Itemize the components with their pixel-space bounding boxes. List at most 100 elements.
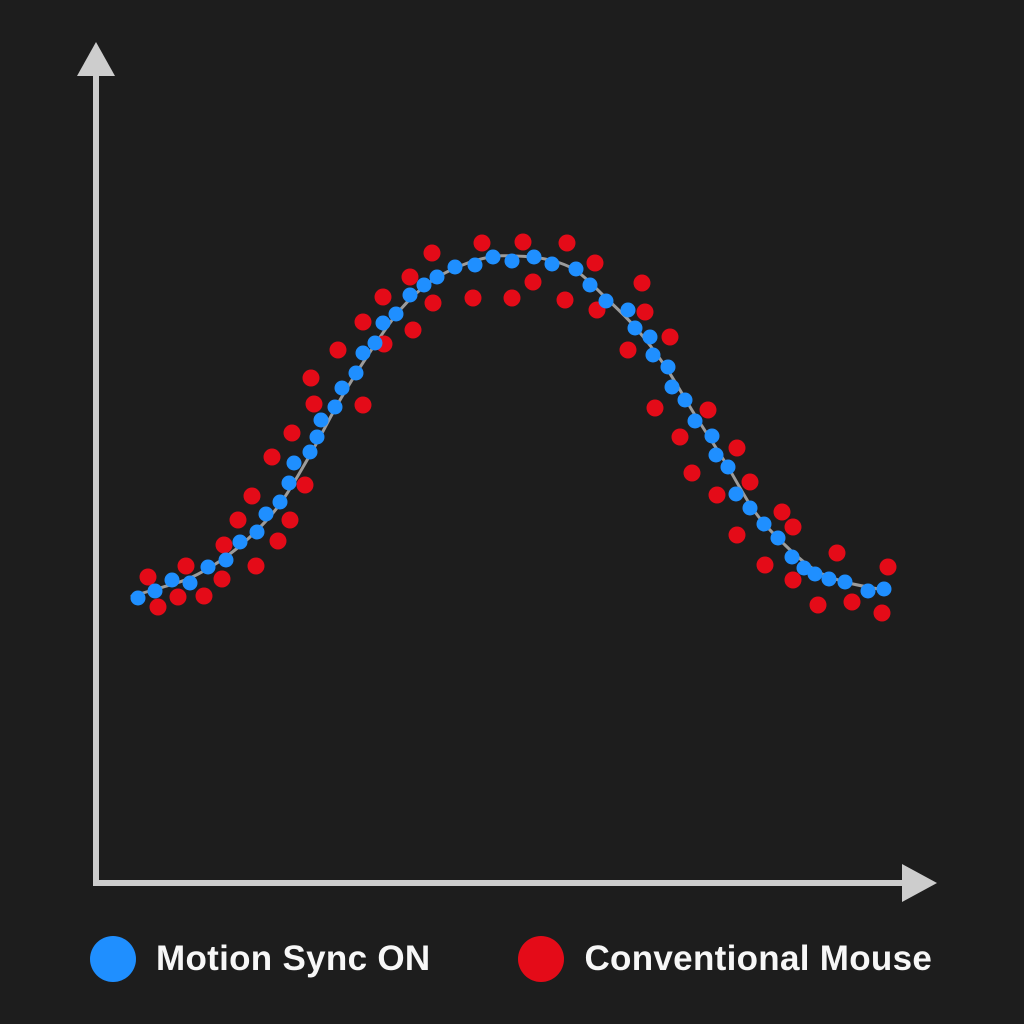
scatter-point-conventional-mouse — [524, 273, 542, 291]
scatter-point-motion-sync — [504, 253, 520, 269]
scatter-point-conventional-mouse — [269, 532, 287, 550]
scatter-point-motion-sync — [367, 335, 383, 351]
scatter-point-motion-sync — [582, 277, 598, 293]
scatter-point-conventional-mouse — [728, 439, 746, 457]
scatter-point-conventional-mouse — [879, 558, 897, 576]
scatter-point-conventional-mouse — [556, 291, 574, 309]
scatter-point-conventional-mouse — [636, 303, 654, 321]
scatter-point-motion-sync — [821, 571, 837, 587]
scatter-point-motion-sync — [770, 530, 786, 546]
scatter-point-conventional-mouse — [728, 526, 746, 544]
scatter-point-motion-sync — [327, 399, 343, 415]
scatter-point-motion-sync — [355, 345, 371, 361]
scatter-point-motion-sync — [130, 590, 146, 606]
scatter-point-motion-sync — [286, 455, 302, 471]
scatter-point-motion-sync — [429, 269, 445, 285]
scatter-point-conventional-mouse — [149, 598, 167, 616]
scatter-point-conventional-mouse — [263, 448, 281, 466]
scatter-point-conventional-mouse — [558, 234, 576, 252]
scatter-point-conventional-mouse — [424, 294, 442, 312]
scatter-point-conventional-mouse — [784, 571, 802, 589]
x-axis-arrowhead — [902, 864, 937, 902]
legend-item-motion-sync: Motion Sync ON — [90, 936, 430, 982]
scatter-point-motion-sync — [720, 459, 736, 475]
scatter-point-conventional-mouse — [215, 536, 233, 554]
scatter-point-motion-sync — [620, 302, 636, 318]
scatter-point-motion-sync — [708, 447, 724, 463]
scatter-point-motion-sync — [742, 500, 758, 516]
scatter-point-motion-sync — [467, 257, 483, 273]
scatter-point-motion-sync — [272, 494, 288, 510]
scatter-point-conventional-mouse — [619, 341, 637, 359]
scatter-point-conventional-mouse — [305, 395, 323, 413]
scatter-point-motion-sync — [728, 486, 744, 502]
scatter-point-motion-sync — [258, 506, 274, 522]
scatter-point-conventional-mouse — [699, 401, 717, 419]
scatter-point-conventional-mouse — [374, 288, 392, 306]
scatter-point-motion-sync — [568, 261, 584, 277]
scatter-point-conventional-mouse — [281, 511, 299, 529]
scatter-point-motion-sync — [807, 566, 823, 582]
scatter-point-conventional-mouse — [843, 593, 861, 611]
scatter-point-conventional-mouse — [586, 254, 604, 272]
scatter-point-motion-sync — [402, 287, 418, 303]
legend-marker-red — [518, 936, 565, 982]
scatter-point-conventional-mouse — [404, 321, 422, 339]
scatter-point-conventional-mouse — [741, 473, 759, 491]
legend: Motion Sync ON Conventional Mouse — [90, 936, 932, 982]
scatter-point-conventional-mouse — [773, 503, 791, 521]
scatter-point-conventional-mouse — [423, 244, 441, 262]
scatter-point-motion-sync — [182, 575, 198, 591]
scatter-point-motion-sync — [164, 572, 180, 588]
scatter-point-motion-sync — [837, 574, 853, 590]
scatter-point-conventional-mouse — [401, 268, 419, 286]
scatter-point-conventional-mouse — [633, 274, 651, 292]
scatter-point-conventional-mouse — [464, 289, 482, 307]
scatter-point-conventional-mouse — [646, 399, 664, 417]
scatter-point-conventional-mouse — [247, 557, 265, 575]
scatter-point-motion-sync — [348, 365, 364, 381]
scatter-point-conventional-mouse — [661, 328, 679, 346]
legend-marker-blue — [90, 936, 136, 982]
scatter-point-conventional-mouse — [329, 341, 347, 359]
scatter-point-conventional-mouse — [828, 544, 846, 562]
scatter-point-conventional-mouse — [243, 487, 261, 505]
scatter-point-motion-sync — [334, 380, 350, 396]
scatter-point-motion-sync — [249, 524, 265, 540]
scatter-point-conventional-mouse — [296, 476, 314, 494]
scatter-point-motion-sync — [375, 315, 391, 331]
scatter-point-motion-sync — [544, 256, 560, 272]
scatter-point-conventional-mouse — [195, 587, 213, 605]
scatter-point-conventional-mouse — [708, 486, 726, 504]
scatter-point-conventional-mouse — [473, 234, 491, 252]
scatter-point-conventional-mouse — [354, 313, 372, 331]
scatter-point-motion-sync — [664, 379, 680, 395]
y-axis-arrowhead — [77, 42, 115, 76]
legend-label-conventional-mouse: Conventional Mouse — [584, 939, 933, 978]
scatter-point-conventional-mouse — [302, 369, 320, 387]
scatter-point-motion-sync — [876, 581, 892, 597]
scatter-point-conventional-mouse — [873, 604, 891, 622]
scatter-point-motion-sync — [309, 429, 325, 445]
scatter-point-motion-sync — [200, 559, 216, 575]
scatter-point-motion-sync — [313, 412, 329, 428]
scatter-point-conventional-mouse — [169, 588, 187, 606]
scatter-point-motion-sync — [218, 552, 234, 568]
scatter-point-motion-sync — [526, 249, 542, 265]
scatter-point-conventional-mouse — [756, 556, 774, 574]
scatter-point-motion-sync — [232, 534, 248, 550]
scatter-point-motion-sync — [302, 444, 318, 460]
scatter-point-conventional-mouse — [139, 568, 157, 586]
scatter-point-motion-sync — [416, 277, 432, 293]
scatter-point-conventional-mouse — [683, 464, 701, 482]
scatter-point-conventional-mouse — [177, 557, 195, 575]
scatter-point-conventional-mouse — [671, 428, 689, 446]
legend-label-motion-sync: Motion Sync ON — [156, 939, 431, 978]
scatter-point-conventional-mouse — [503, 289, 521, 307]
scatter-point-motion-sync — [796, 560, 812, 576]
scatter-point-motion-sync — [687, 413, 703, 429]
scatter-point-motion-sync — [784, 549, 800, 565]
scatter-point-motion-sync — [642, 329, 658, 345]
